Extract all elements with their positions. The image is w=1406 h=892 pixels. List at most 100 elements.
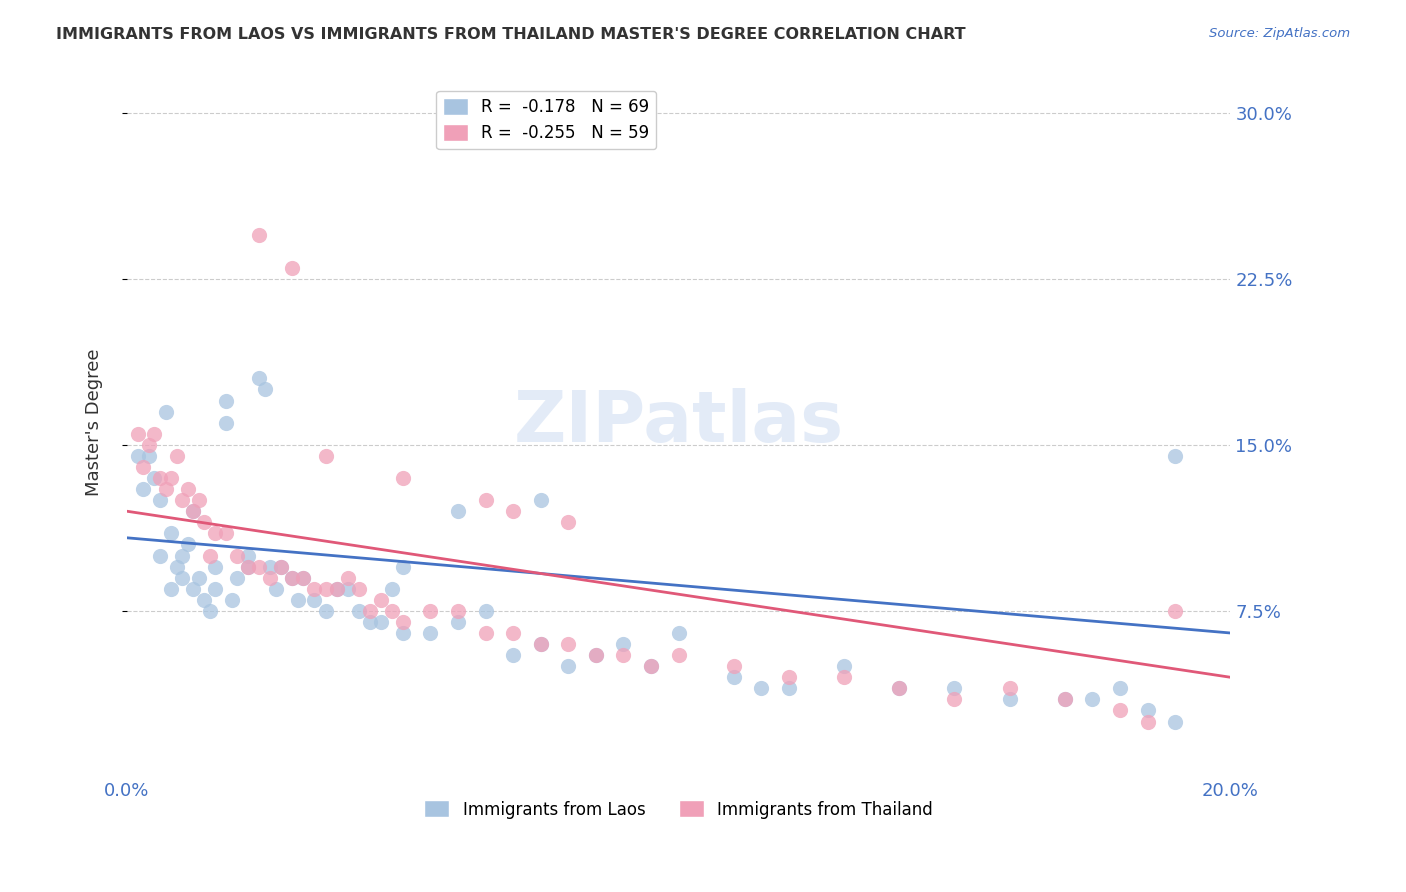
Point (530, 637, 553, 651)
Point (281, 260, 304, 275)
Point (281, 571, 304, 585)
Point (1136, 703, 1159, 717)
Point (166, 559, 188, 574)
Point (292, 571, 315, 585)
Point (149, 549, 172, 563)
Point (668, 648, 690, 662)
Point (264, 582, 287, 596)
Point (336, 571, 359, 585)
Point (181, 582, 204, 596)
Point (204, 582, 226, 596)
Y-axis label: Master's Degree: Master's Degree (86, 349, 103, 497)
Point (226, 549, 249, 563)
Point (751, 681, 773, 696)
Point (557, 516, 579, 530)
Point (238, 559, 260, 574)
Point (259, 571, 281, 585)
Point (325, 582, 347, 596)
Point (226, 571, 249, 585)
Point (778, 670, 800, 684)
Point (943, 692, 966, 706)
Point (270, 559, 292, 574)
Point (215, 526, 238, 541)
Point (187, 493, 209, 508)
Point (1109, 681, 1132, 696)
Point (215, 416, 238, 430)
Point (132, 460, 155, 475)
Point (315, 582, 337, 596)
Point (370, 615, 392, 629)
Point (502, 648, 524, 662)
Point (149, 493, 172, 508)
Point (447, 615, 470, 629)
Point (325, 582, 347, 596)
Point (668, 626, 690, 640)
Point (585, 648, 607, 662)
Point (640, 659, 662, 673)
Point (381, 582, 404, 596)
Point (127, 449, 149, 463)
Point (1053, 692, 1076, 706)
Point (391, 615, 413, 629)
Point (259, 559, 281, 574)
Point (215, 393, 238, 408)
Point (198, 604, 221, 618)
Point (381, 604, 404, 618)
Point (204, 559, 226, 574)
Point (127, 426, 149, 441)
Point (247, 227, 270, 242)
Text: Source: ZipAtlas.com: Source: ZipAtlas.com (1209, 27, 1350, 40)
Point (176, 537, 198, 551)
Text: ZIPatlas: ZIPatlas (513, 388, 844, 458)
Point (778, 681, 800, 696)
Point (347, 604, 370, 618)
Point (391, 559, 413, 574)
Point (391, 471, 413, 485)
Legend: Immigrants from Laos, Immigrants from Thailand: Immigrants from Laos, Immigrants from Th… (418, 794, 939, 825)
Point (612, 637, 634, 651)
Point (832, 659, 855, 673)
Point (585, 648, 607, 662)
Point (723, 659, 745, 673)
Point (447, 604, 470, 618)
Point (138, 449, 160, 463)
Point (315, 449, 337, 463)
Point (474, 604, 496, 618)
Point (193, 516, 215, 530)
Point (253, 383, 276, 397)
Point (198, 549, 221, 563)
Point (557, 659, 579, 673)
Point (132, 482, 155, 496)
Point (832, 670, 855, 684)
Point (530, 637, 553, 651)
Point (640, 659, 662, 673)
Point (143, 426, 166, 441)
Point (238, 549, 260, 563)
Point (160, 582, 183, 596)
Point (419, 604, 441, 618)
Point (889, 681, 911, 696)
Point (1053, 692, 1076, 706)
Point (181, 504, 204, 518)
Point (238, 559, 260, 574)
Point (176, 482, 198, 496)
Point (221, 592, 243, 607)
Point (247, 371, 270, 385)
Point (359, 604, 381, 618)
Point (160, 471, 183, 485)
Point (166, 449, 188, 463)
Point (172, 571, 194, 585)
Text: IMMIGRANTS FROM LAOS VS IMMIGRANTS FROM THAILAND MASTER'S DEGREE CORRELATION CHA: IMMIGRANTS FROM LAOS VS IMMIGRANTS FROM … (56, 27, 966, 42)
Point (292, 571, 315, 585)
Point (193, 592, 215, 607)
Point (889, 681, 911, 696)
Point (143, 471, 166, 485)
Point (1164, 604, 1187, 618)
Point (287, 592, 309, 607)
Point (359, 615, 381, 629)
Point (347, 582, 370, 596)
Point (304, 582, 326, 596)
Point (1081, 692, 1104, 706)
Point (172, 549, 194, 563)
Point (998, 681, 1021, 696)
